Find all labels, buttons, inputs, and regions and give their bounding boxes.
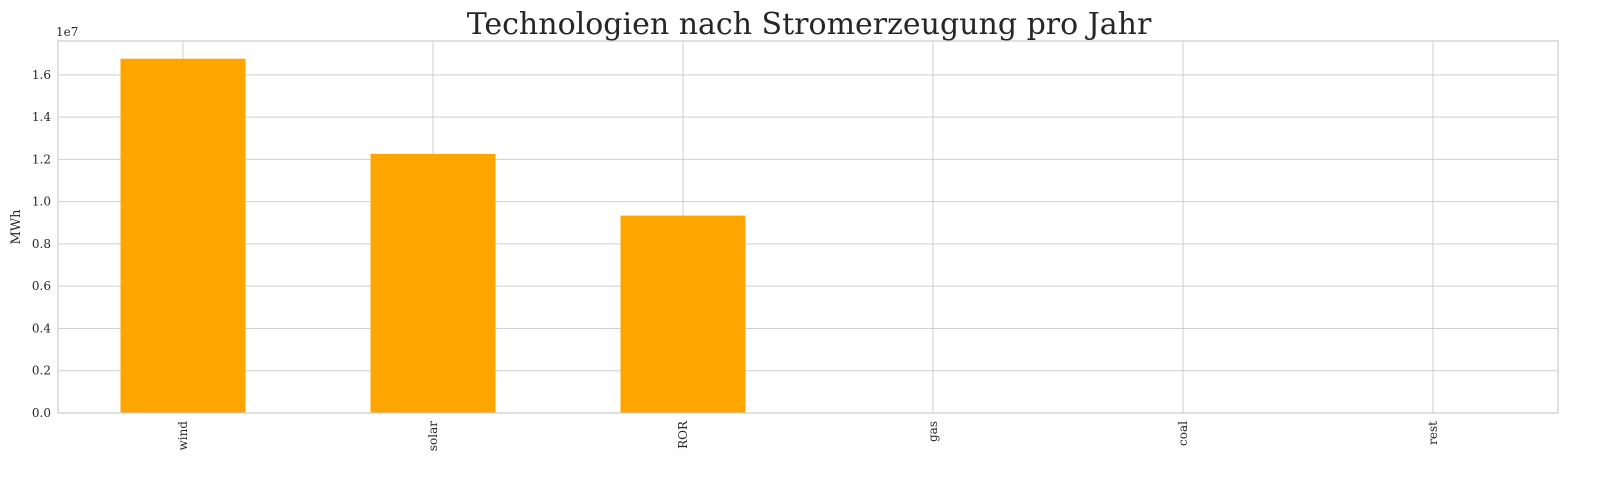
y-tick-label: 0.8 — [32, 237, 51, 251]
x-tick-label: wind — [176, 421, 190, 451]
bar-wind — [120, 58, 246, 413]
bar-solar — [370, 153, 496, 414]
x-tick-label: rest — [1426, 421, 1440, 445]
plot-frame — [57, 40, 1559, 414]
chart-title: Technologien nach Stromerzeugung pro Jah… — [467, 7, 1152, 42]
y-tick-label: 0.2 — [32, 364, 51, 378]
y-tick-label: 1.6 — [32, 68, 51, 82]
y-tick-label: 1.4 — [32, 110, 51, 124]
x-tick-label: coal — [1176, 421, 1190, 446]
y-axis-label: MWh — [9, 209, 24, 245]
y-tick-label: 1.0 — [32, 195, 51, 209]
y-tick-label: 0.6 — [32, 279, 51, 293]
x-axis-ticks: wind solar ROR gas coal rest — [176, 420, 1440, 451]
y-tick-label: 1.2 — [32, 152, 51, 166]
y-tick-label: 0.4 — [32, 321, 51, 335]
x-tick-label: gas — [926, 421, 940, 442]
y-tick-label: 0.0 — [32, 406, 51, 420]
y-axis-offset-label: 1e7 — [56, 25, 78, 39]
bars — [120, 58, 746, 414]
y-axis-ticks: 0.0 0.2 0.4 0.6 0.8 1.0 1.2 1.4 1.6 — [32, 68, 51, 420]
bar-ROR — [620, 215, 746, 413]
grid — [58, 41, 1558, 414]
x-tick-label: ROR — [676, 420, 690, 449]
x-tick-label: solar — [426, 421, 440, 451]
